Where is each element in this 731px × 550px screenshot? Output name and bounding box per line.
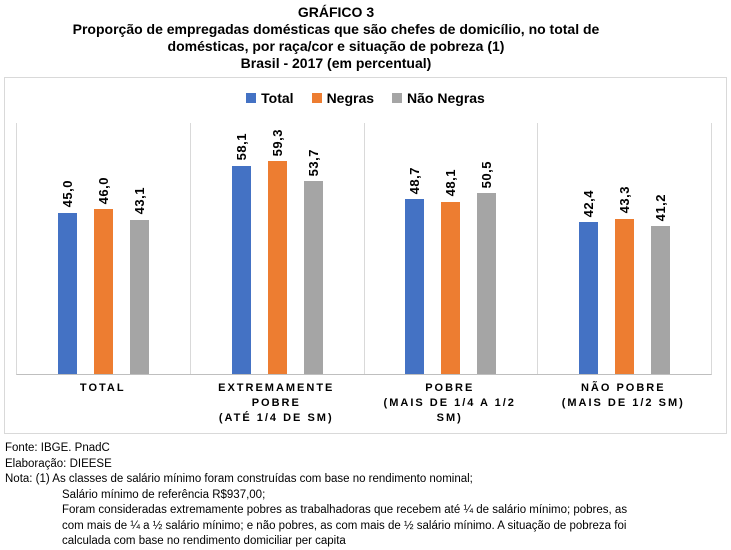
bar-column: 41,2 bbox=[651, 194, 671, 374]
category-panel: 42,4 43,3 41,2 bbox=[537, 123, 711, 374]
bar-value-label: 48,1 bbox=[443, 169, 459, 197]
legend-swatch-icon bbox=[246, 93, 257, 103]
bar-group: 42,4 43,3 41,2 bbox=[538, 123, 711, 374]
bar-group: 45,0 46,0 43,1 bbox=[17, 123, 190, 374]
legend-label: Negras bbox=[326, 90, 375, 106]
category-label-line: TOTAL bbox=[79, 382, 126, 394]
bar-value-label: 48,7 bbox=[407, 167, 423, 195]
bar bbox=[303, 181, 323, 374]
footer-line: calculada com base no rendimento domicil… bbox=[62, 535, 346, 547]
bar bbox=[231, 165, 251, 374]
bar-column: 45,0 bbox=[57, 180, 77, 374]
category-panel: 48,7 48,1 50,5 bbox=[363, 123, 538, 374]
footer-line: Nota: (1) As classes de salário mínimo f… bbox=[5, 473, 473, 485]
category-label-line: SM) bbox=[436, 412, 463, 424]
chart-frame: Total Negras Não Negras 45,0 46,0 43,1 58,1 59… bbox=[4, 77, 727, 434]
bar-column: 53,7 bbox=[303, 149, 323, 374]
legend-item: Total bbox=[246, 90, 294, 106]
bar-column: 46,0 bbox=[93, 176, 113, 374]
chart-title-line: Brasil - 2017 (em percentual) bbox=[240, 55, 432, 71]
bar-value-label: 53,7 bbox=[305, 149, 321, 177]
bar-value-label: 43,1 bbox=[131, 187, 147, 215]
bar-value-label: 43,3 bbox=[617, 186, 633, 214]
category-label-line: (MAIS DE 1/4 A 1/2 bbox=[383, 397, 516, 409]
category-label: POBRE (MAIS DE 1/4 A 1/2 SM) bbox=[363, 381, 537, 426]
category-label-line: EXTREMAMENTE bbox=[218, 382, 335, 394]
bar-column: 43,1 bbox=[129, 187, 149, 374]
category-panel: 45,0 46,0 43,1 bbox=[17, 123, 190, 374]
bar bbox=[651, 226, 671, 374]
chart-title-line: domésticas, por raça/cor e situação de p… bbox=[167, 38, 505, 54]
bar bbox=[129, 219, 149, 374]
legend-label: Não Negras bbox=[407, 90, 485, 106]
bar-column: 48,1 bbox=[441, 169, 461, 374]
bar bbox=[579, 222, 599, 374]
footer-line: Foram consideradas extremamente pobres a… bbox=[62, 504, 628, 516]
footer-line: com mais de ¼ a ½ salário mínimo; e não … bbox=[62, 519, 627, 532]
category-label: TOTAL bbox=[16, 381, 190, 426]
bar bbox=[441, 201, 461, 374]
legend-swatch-icon bbox=[392, 93, 403, 103]
bar-column: 59,3 bbox=[267, 129, 287, 374]
bar bbox=[267, 161, 287, 374]
legend-swatch-icon bbox=[311, 93, 322, 103]
bar bbox=[405, 199, 425, 374]
bar-column: 48,7 bbox=[405, 167, 425, 374]
chart-title-line: Proporção de empregadas domésticas que s… bbox=[72, 21, 600, 37]
bar-group: 48,7 48,1 50,5 bbox=[365, 123, 538, 374]
footer-line: Elaboração: DIEESE bbox=[5, 457, 112, 470]
category-axis: TOTAL EXTREMAMENTE POBRE (ATÉ 1/4 DE SM) POB… bbox=[16, 381, 710, 426]
footer-line: Salário mínimo de referência R$937,00; bbox=[62, 488, 266, 501]
bar-column: 42,4 bbox=[579, 189, 599, 374]
footer-notes: Fonte: IBGE. PnadC Elaboração: DIEESE Nota… bbox=[5, 441, 627, 550]
bar-column: 50,5 bbox=[477, 160, 497, 374]
category-label-line: POBRE bbox=[425, 382, 475, 394]
legend-item: Negras bbox=[311, 90, 375, 106]
chart-legend: Total Negras Não Negras bbox=[5, 90, 726, 106]
legend-label: Total bbox=[261, 90, 294, 106]
category-label-line: POBRE bbox=[251, 397, 301, 409]
bar bbox=[615, 218, 635, 374]
chart-title-block: GRÁFICO 3 Proporção de empregadas domést… bbox=[0, 4, 672, 72]
bar-column: 58,1 bbox=[231, 133, 251, 374]
bar-value-label: 42,4 bbox=[581, 189, 597, 217]
category-label-line: (MAIS DE 1/2 SM) bbox=[561, 397, 685, 409]
bar-value-label: 50,5 bbox=[479, 160, 495, 188]
bar-value-label: 41,2 bbox=[653, 194, 669, 222]
bar-value-label: 59,3 bbox=[269, 129, 285, 157]
bar-value-label: 46,0 bbox=[95, 176, 111, 205]
legend-item: Não Negras bbox=[392, 90, 485, 106]
chart-title-line: GRÁFICO 3 bbox=[297, 4, 375, 20]
bar bbox=[57, 212, 77, 374]
footer-line: Fonte: IBGE. PnadC bbox=[5, 442, 110, 454]
category-label: NÃO POBRE (MAIS DE 1/2 SM) bbox=[537, 381, 711, 426]
bar bbox=[477, 192, 497, 374]
category-label: EXTREMAMENTE POBRE (ATÉ 1/4 DE SM) bbox=[190, 381, 364, 426]
plot-area: 45,0 46,0 43,1 58,1 59,3 53,7 48,7 48,1 50,5 42,4… bbox=[16, 123, 712, 375]
category-panel: 58,1 59,3 53,7 bbox=[189, 123, 364, 374]
bar-group: 58,1 59,3 53,7 bbox=[191, 123, 364, 374]
bar-column: 43,3 bbox=[615, 186, 635, 374]
bar-value-label: 58,1 bbox=[233, 133, 249, 161]
category-label-line: (ATÉ 1/4 DE SM) bbox=[218, 412, 334, 424]
category-label-line: NÃO POBRE bbox=[580, 382, 666, 394]
bar bbox=[93, 209, 113, 374]
bar-value-label: 45,0 bbox=[59, 180, 75, 208]
